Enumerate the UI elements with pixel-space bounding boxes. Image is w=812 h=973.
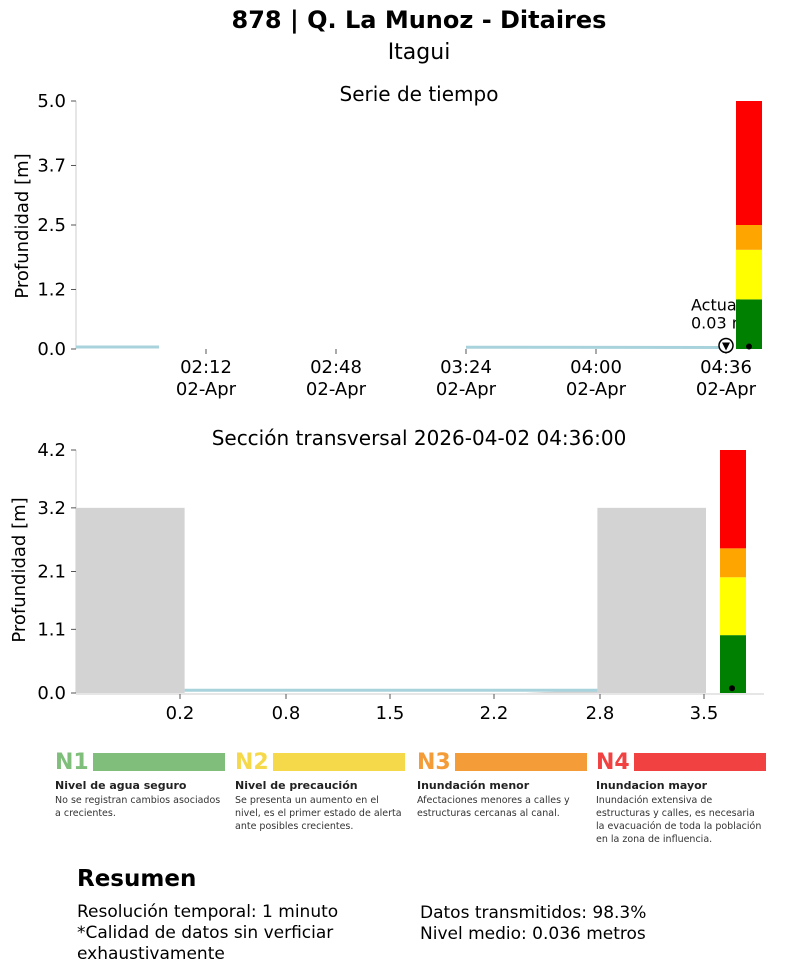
legend-header: N2 <box>235 749 405 775</box>
cross-section-chart: Sección transversal 2026-04-02 04:36:00 … <box>9 426 764 724</box>
legend-code: N1 <box>55 749 89 775</box>
chart2-y-tick-label: 2.1 <box>37 562 66 583</box>
chart1-x-date-label: 02-Apr <box>696 379 757 400</box>
chart1-x-date-label: 02-Apr <box>176 379 237 400</box>
chart1-x-date-label: 02-Apr <box>306 379 367 400</box>
chart1-current-marker-arrow <box>722 342 730 351</box>
legend-name: Nivel de agua seguro <box>55 779 187 792</box>
summary-quality-1: *Calidad de datos sin verficiar <box>77 923 334 943</box>
chart1-level-current-dot <box>746 343 752 350</box>
legend-name: Inundacion mayor <box>596 779 708 792</box>
summary-mean-level: Nivel medio: 0.036 metros <box>420 924 646 944</box>
chart1-level-segment-n1 <box>736 299 762 349</box>
chart2-x-tick-label: 2.2 <box>480 703 509 724</box>
chart2-ylabel: Profundidad [m] <box>9 497 30 642</box>
chart1-level-segment-n3 <box>736 225 762 250</box>
chart1-ylabel: Profundidad [m] <box>12 153 33 298</box>
legend-item-n4: N4 Inundacion mayor Inundación extensiva d… <box>596 750 766 846</box>
chart2-y-tick-label: 1.1 <box>37 619 66 640</box>
chart1-current-value: 0.03 m <box>691 314 747 333</box>
page-title: 878 | Q. La Munoz - Ditaires <box>231 6 607 34</box>
chart1-y-tick-label: 5.0 <box>37 91 66 112</box>
chart1-level-segment-n2 <box>736 249 762 300</box>
legend-color-bar <box>273 753 405 771</box>
chart2-level-current-dot <box>729 685 735 692</box>
legend-color-bar <box>634 753 766 771</box>
summary-heading: Resumen <box>77 866 197 892</box>
legend-description: No se registran cambios asociados a crec… <box>55 795 221 819</box>
chart2-x-tick-label: 2.8 <box>586 703 615 724</box>
chart1-x-tick-label: 03:24 <box>440 357 492 378</box>
summary-transmitted: Datos transmitidos: 98.3% <box>420 903 647 923</box>
chart2-x-tick-label: 0.2 <box>166 703 195 724</box>
summary-right: Datos transmitidos: 98.3% Nivel medio: 0… <box>420 903 740 945</box>
page-subtitle: Itagui <box>387 40 451 65</box>
summary-resolution: Resolución temporal: 1 minuto <box>77 902 339 922</box>
legend-header: N4 <box>596 749 766 775</box>
chart2-right-bank <box>597 507 706 693</box>
chart1-x-tick-label: 02:48 <box>310 357 362 378</box>
chart2-title: Sección transversal 2026-04-02 04:36:00 <box>212 426 627 450</box>
legend-name: Inundación menor <box>417 779 530 792</box>
chart1-x-date-label: 02-Apr <box>566 379 627 400</box>
legend-header: N1 <box>55 749 225 775</box>
legend-color-bar <box>93 753 225 771</box>
chart1-level-segment-n4 <box>736 101 762 225</box>
chart1-x-date-label: 02-Apr <box>436 379 497 400</box>
legend-code: N3 <box>417 749 451 775</box>
legend-item-n3: N3 Inundación menor Afectaciones menores a… <box>417 750 587 820</box>
chart1-title: Serie de tiempo <box>340 82 499 106</box>
legend-description: Se presenta un aumento en el nivel, es e… <box>235 795 402 832</box>
legend-header: N3 <box>417 749 587 775</box>
legend-description: Inundación extensiva de estructuras y ca… <box>596 795 762 845</box>
summary-quality-2: exhaustivamente <box>77 944 225 964</box>
legend-code: N2 <box>235 749 269 775</box>
chart2-y-tick-label: 0.0 <box>37 683 66 704</box>
chart2-x-tick-label: 1.5 <box>376 703 405 724</box>
legend-item-n1: N1 Nivel de agua seguro No se registran ca… <box>55 750 225 820</box>
chart1-y-tick-label: 1.2 <box>37 279 66 300</box>
legend-item-n2: N2 Nivel de precaución Se presenta un aume… <box>235 750 405 833</box>
chart1-y-tick-label: 2.5 <box>37 215 66 236</box>
chart2-y-tick-label: 4.2 <box>37 440 66 461</box>
legend-color-bar <box>455 753 587 771</box>
time-series-chart: Serie de tiempo Profundidad [m] 0.0 1.2 2.… <box>12 82 762 400</box>
chart1-x-tick-label: 04:36 <box>700 357 752 378</box>
chart2-y-tick-label: 3.2 <box>37 498 66 519</box>
chart1-plot-area: 0.01.22.53.75.002:1202-Apr02:4802-Apr03:… <box>37 91 762 400</box>
chart1-y-tick-label: 0.0 <box>37 339 66 360</box>
chart2-level-segment-n4 <box>720 450 746 549</box>
summary-left: Resolución temporal: 1 minuto *Calidad d… <box>77 902 377 965</box>
legend-name: Nivel de precaución <box>235 779 358 792</box>
chart2-level-segment-n3 <box>720 548 746 578</box>
legend-description: Afectaciones menores a calles y estructu… <box>417 795 570 819</box>
chart1-current-label: Actual <box>691 296 741 315</box>
chart2-level-segment-n1 <box>720 635 746 693</box>
chart1-y-tick-label: 3.7 <box>37 155 66 176</box>
chart2-plot-area: 0.0 1.1 2.1 3.2 4.2 0.2 0.8 1.5 2.2 2.8 3.5 <box>37 440 764 724</box>
chart2-level-segment-n2 <box>720 577 746 636</box>
chart2-x-tick-label: 3.5 <box>690 703 719 724</box>
chart1-x-tick-label: 02:12 <box>180 357 232 378</box>
legend-code: N4 <box>596 749 630 775</box>
chart1-x-tick-label: 04:00 <box>570 357 622 378</box>
chart2-left-bank <box>76 507 185 693</box>
chart2-x-tick-label: 0.8 <box>272 703 301 724</box>
